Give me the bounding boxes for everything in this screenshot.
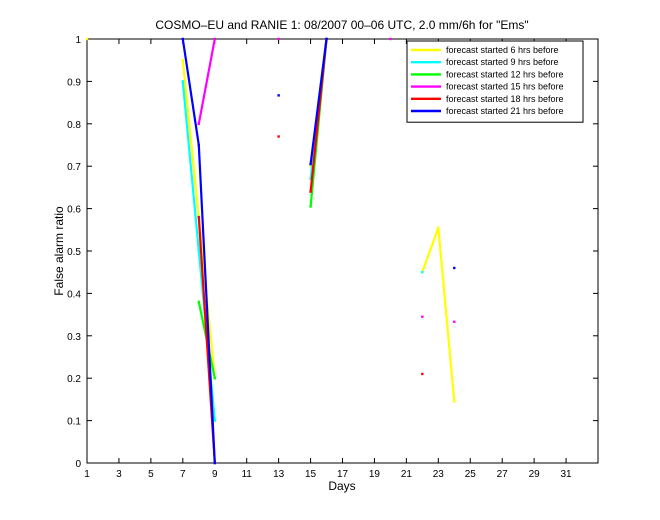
x-tick-label: 25 bbox=[465, 469, 477, 480]
data-point bbox=[181, 37, 185, 41]
data-point bbox=[197, 249, 200, 253]
data-point bbox=[181, 59, 185, 62]
chart-title: COSMO–EU and RANIE 1: 08/2007 00–06 UTC,… bbox=[155, 18, 528, 32]
x-tick-label: 5 bbox=[148, 469, 154, 480]
data-point bbox=[421, 315, 424, 318]
legend-box bbox=[406, 40, 584, 123]
data-point bbox=[277, 135, 280, 138]
y-tick-label: 0.1 bbox=[67, 417, 81, 428]
plot-area: 1 3 5 7 9 11 13 15 17 19 21 23 25 27 29 3100.10.20.30.4… bbox=[67, 35, 599, 480]
data-point bbox=[309, 162, 312, 166]
data-point bbox=[309, 205, 312, 208]
data-point bbox=[421, 271, 424, 274]
series-line bbox=[197, 38, 216, 125]
data-point bbox=[453, 320, 456, 324]
data-point bbox=[181, 80, 185, 83]
x-tick-label: 3 bbox=[116, 469, 122, 480]
data-point bbox=[85, 37, 89, 41]
data-point bbox=[421, 372, 424, 376]
data-point bbox=[277, 37, 280, 41]
data-point bbox=[309, 177, 312, 181]
y-tick-label: 0.5 bbox=[67, 247, 81, 258]
data-point bbox=[197, 300, 200, 304]
series-line bbox=[309, 38, 328, 165]
y-axis-label: False alarm ratio bbox=[52, 206, 66, 296]
data-point bbox=[197, 122, 200, 125]
x-tick-label: 7 bbox=[180, 469, 186, 480]
x-tick-label: 13 bbox=[273, 469, 285, 480]
y-tick-label: 0 bbox=[75, 459, 81, 470]
y-tick-label: 0.7 bbox=[67, 162, 81, 173]
data-point bbox=[277, 94, 280, 97]
x-tick-label: 9 bbox=[212, 469, 218, 480]
data-point bbox=[437, 226, 440, 229]
x-tick-label: 17 bbox=[337, 469, 349, 480]
y-tick-label: 0.8 bbox=[67, 120, 81, 131]
x-tick-label: 29 bbox=[529, 469, 541, 480]
data-point bbox=[453, 266, 456, 270]
x-tick-label: 23 bbox=[433, 469, 445, 480]
legend-label: forecast started 15 hrs before bbox=[446, 82, 564, 92]
legend-label: forecast started 9 hrs before bbox=[446, 57, 559, 67]
data-point bbox=[197, 143, 200, 147]
x-tick-label: 19 bbox=[369, 469, 381, 480]
data-point bbox=[213, 461, 216, 465]
x-tick-label: 21 bbox=[401, 469, 413, 480]
x-tick-label: 15 bbox=[305, 469, 317, 480]
data-point bbox=[197, 215, 200, 219]
legend-label: forecast started 12 hrs before bbox=[446, 69, 564, 79]
data-point bbox=[213, 37, 216, 41]
y-tick-label: 0.6 bbox=[67, 205, 81, 216]
legend: forecast started 6 hrs before forecast st… bbox=[406, 40, 584, 123]
y-tick-label: 0.3 bbox=[67, 332, 81, 343]
series-6 bbox=[181, 37, 456, 465]
data-point bbox=[325, 37, 328, 41]
data-point bbox=[453, 400, 456, 403]
legend-label: forecast started 21 hrs before bbox=[446, 106, 564, 116]
x-tick-label: 27 bbox=[497, 469, 509, 480]
data-point bbox=[213, 377, 216, 380]
data-point bbox=[309, 165, 312, 168]
x-tick-label: 1 bbox=[84, 469, 90, 480]
legend-label: forecast started 18 hrs before bbox=[446, 94, 564, 104]
series-4 bbox=[197, 37, 456, 324]
data-point bbox=[213, 419, 216, 422]
x-axis-label: Days bbox=[328, 479, 355, 493]
x-tick-label: 11 bbox=[241, 469, 252, 480]
legend-label: forecast started 6 hrs before bbox=[446, 45, 559, 55]
y-tick-label: 1 bbox=[75, 35, 81, 46]
y-tick-label: 0.2 bbox=[67, 374, 81, 385]
y-tick-label: 0.4 bbox=[67, 289, 81, 300]
y-tick-label: 0.9 bbox=[67, 77, 81, 88]
data-point bbox=[309, 190, 312, 193]
data-point bbox=[389, 37, 392, 41]
x-tick-label: 31 bbox=[561, 469, 573, 480]
